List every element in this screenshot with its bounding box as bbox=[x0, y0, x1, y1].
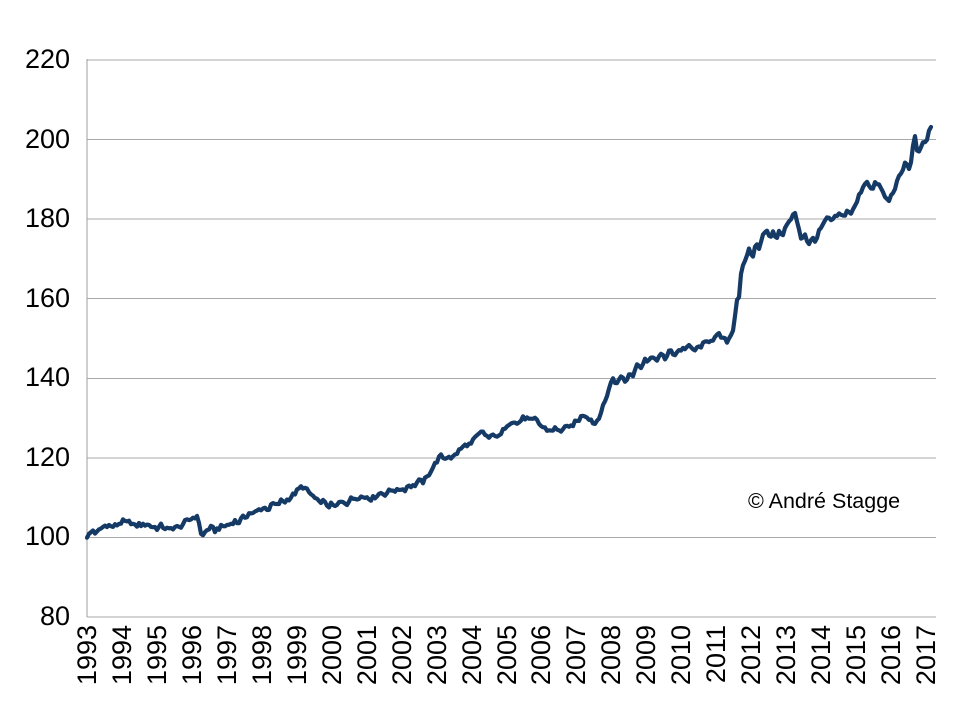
x-tick-label: 1997 bbox=[211, 625, 242, 686]
x-tick-label: 1994 bbox=[106, 625, 137, 686]
x-tick-label: 2015 bbox=[841, 625, 872, 686]
x-tick-label: 2009 bbox=[631, 625, 662, 686]
x-tick-label: 2002 bbox=[386, 625, 417, 686]
x-tick-label: 2007 bbox=[561, 625, 592, 686]
x-tick-label: 2010 bbox=[666, 625, 697, 686]
x-tick-label: 1996 bbox=[176, 625, 207, 686]
x-tick-label: 2005 bbox=[491, 625, 522, 686]
x-tick-label: 2003 bbox=[421, 625, 452, 686]
x-tick-label: 1995 bbox=[141, 625, 172, 686]
x-tick-label: 1998 bbox=[246, 625, 277, 686]
x-tick-label: 2013 bbox=[771, 625, 802, 686]
x-tick-label: 2006 bbox=[526, 625, 557, 686]
watermark: © André Stagge bbox=[748, 489, 901, 513]
y-tick-label: 160 bbox=[24, 282, 70, 313]
series-line bbox=[84, 124, 934, 540]
x-tick-label: 2016 bbox=[876, 625, 907, 686]
x-tick-label: 2001 bbox=[351, 625, 382, 686]
x-tick-label: 2004 bbox=[456, 625, 487, 686]
y-tick-label: 200 bbox=[24, 123, 70, 154]
x-tick-label: 1999 bbox=[281, 625, 312, 686]
gridlines bbox=[87, 59, 936, 618]
x-tick-label: 1993 bbox=[72, 625, 102, 686]
y-tick-label: 100 bbox=[24, 521, 70, 552]
y-tick-label: 120 bbox=[24, 441, 70, 472]
x-tick-label: 2011 bbox=[701, 625, 732, 684]
y-tick-label: 220 bbox=[24, 44, 70, 74]
y-tick-label: 80 bbox=[39, 601, 70, 631]
x-tick-label: 2017 bbox=[911, 625, 942, 686]
x-tick-label: 2012 bbox=[736, 625, 767, 686]
x-tick-label: 2008 bbox=[596, 625, 627, 686]
y-tick-label: 140 bbox=[24, 362, 70, 393]
x-tick-label: 2000 bbox=[316, 625, 347, 686]
x-tick-label: 2014 bbox=[806, 625, 837, 686]
y-tick-label: 180 bbox=[24, 203, 70, 234]
